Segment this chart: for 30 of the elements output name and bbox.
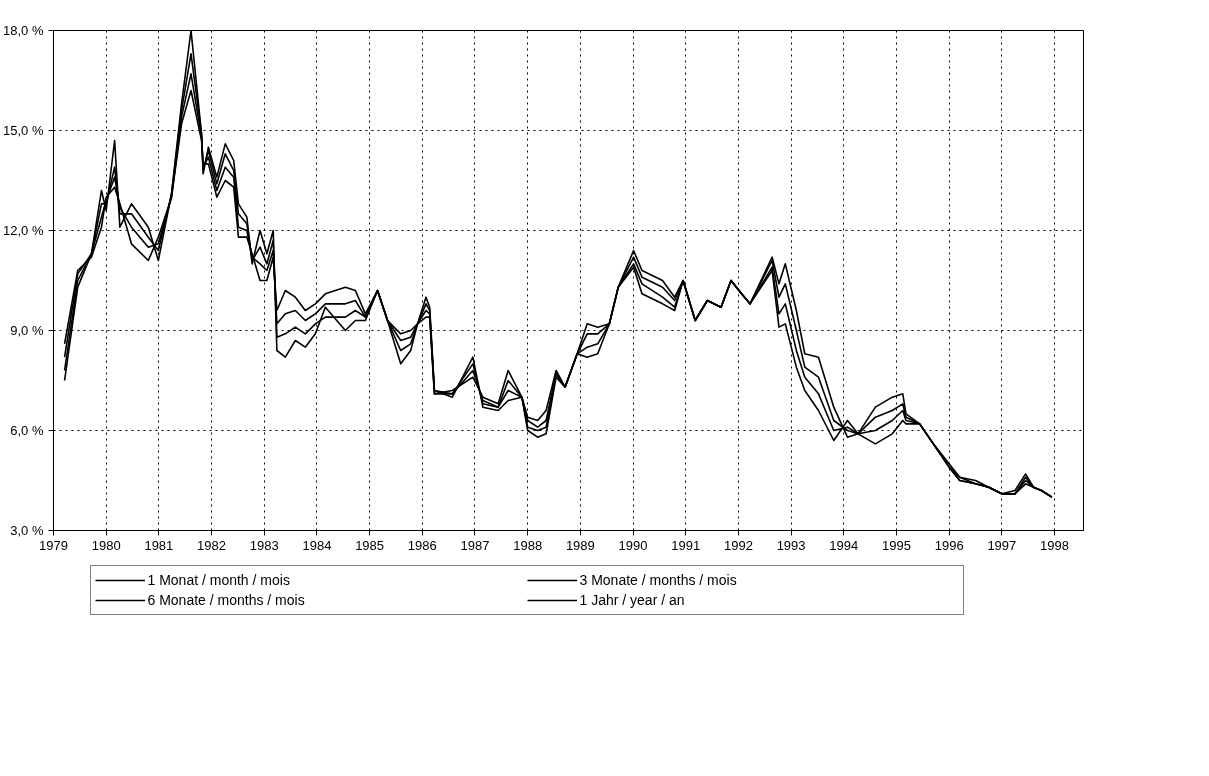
y-tick-label: 3,0 % (10, 523, 44, 538)
legend-label: 1 Monat / month / mois (147, 572, 291, 588)
y-tick-label: 6,0 % (10, 423, 44, 438)
y-tick-label: 18,0 % (3, 23, 44, 38)
x-tick-label: 1989 (565, 537, 595, 553)
legend-label: 6 Monate / months / mois (147, 592, 306, 608)
x-tick-label: 1988 (513, 537, 543, 553)
x-tick-label: 1986 (407, 537, 437, 553)
x-tick-label: 1998 (1040, 537, 1069, 553)
x-tick-label: 1997 (987, 537, 1017, 553)
y-tick-label: 15,0 % (3, 123, 44, 138)
y-tick-label: 9,0 % (10, 323, 44, 338)
x-tick-label: 1982 (197, 537, 227, 553)
x-tick-label: 1980 (91, 537, 121, 553)
x-tick-label: 1979 (39, 537, 68, 553)
x-tick-label: 1987 (460, 537, 490, 553)
x-tick-label: 1995 (882, 537, 911, 553)
x-tick-label: 1992 (723, 537, 753, 553)
y-tick-label: 12,0 % (3, 223, 44, 238)
x-tick-label: 1985 (355, 537, 385, 553)
legend-label: 3 Monate / months / mois (579, 572, 738, 588)
x-tick-label: 1994 (829, 537, 859, 553)
x-tick-label: 1984 (302, 537, 332, 553)
x-tick-label: 1993 (776, 537, 806, 553)
x-tick-label: 1981 (144, 537, 174, 553)
x-tick-label: 1990 (618, 537, 648, 553)
x-tick-label: 1983 (249, 537, 279, 553)
x-tick-label: 1991 (671, 537, 701, 553)
legend-label: 1 Jahr / year / an (579, 592, 686, 608)
x-tick-label: 1996 (934, 537, 964, 553)
